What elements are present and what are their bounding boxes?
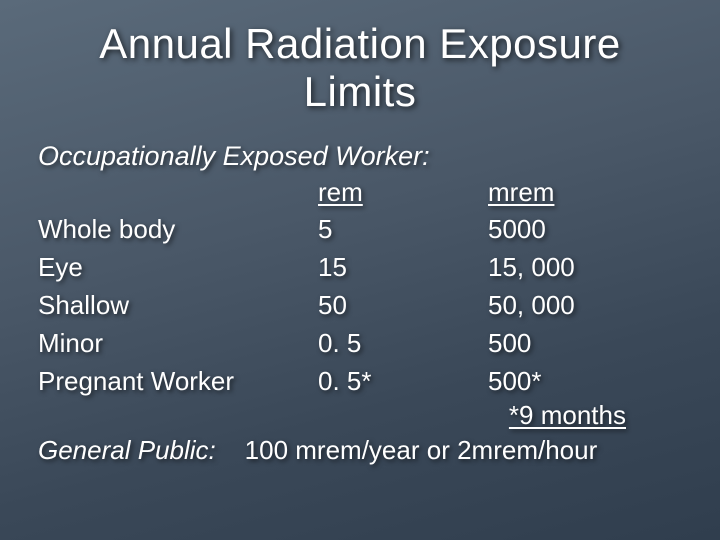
footer-line: General Public: 100 mrem/year or 2mrem/h… [38,435,682,466]
exposure-table: rem mrem Whole body 5 5000 Eye 15 15, 00… [38,174,682,401]
row-label: Whole body [38,211,318,249]
slide-title: Annual Radiation Exposure Limits [38,20,682,117]
col-header-rem: rem [318,174,488,212]
footer-value: 100 mrem/year or 2mrem/hour [245,435,598,465]
row-mrem: 500* [488,363,678,401]
row-rem: 0. 5* [318,363,488,401]
footer-label: General Public: [38,435,216,465]
col-header-label [38,174,318,212]
slide: Annual Radiation Exposure Limits Occupat… [0,0,720,540]
col-header-mrem: mrem [488,174,678,212]
row-rem: 0. 5 [318,325,488,363]
row-mrem: 5000 [488,211,678,249]
row-mrem: 500 [488,325,678,363]
row-label: Minor [38,325,318,363]
row-mrem: 50, 000 [488,287,678,325]
row-label: Eye [38,249,318,287]
subtitle: Occupationally Exposed Worker: [38,141,682,172]
row-rem: 15 [318,249,488,287]
row-rem: 5 [318,211,488,249]
row-label: Pregnant Worker [38,363,318,401]
row-mrem: 15, 000 [488,249,678,287]
row-label: Shallow [38,287,318,325]
footnote: *9 months [38,400,682,431]
row-rem: 50 [318,287,488,325]
